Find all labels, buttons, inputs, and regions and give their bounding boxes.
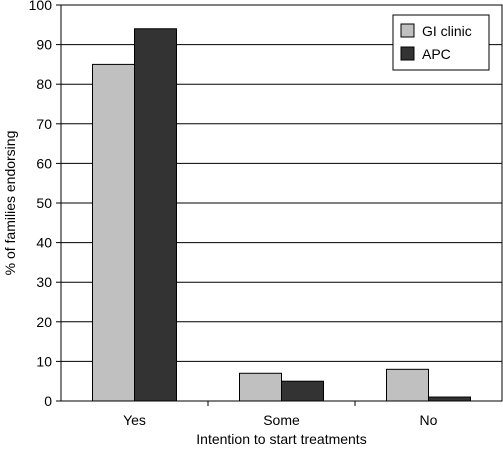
legend-label-gi-clinic: GI clinic <box>422 23 472 39</box>
y-tick-label: 80 <box>36 76 52 92</box>
y-ticks: 0 10 20 30 40 50 60 70 80 90 100 <box>29 0 61 409</box>
bar-gi-clinic-no <box>386 368 429 402</box>
x-tick-label: Some <box>263 412 300 428</box>
x-tick-label: No <box>420 412 438 428</box>
y-tick-label: 50 <box>36 195 52 211</box>
y-tick-label: 90 <box>36 37 52 53</box>
y-tick-label: 20 <box>36 314 52 330</box>
y-tick-label: 10 <box>36 353 52 369</box>
legend-swatch-gi-clinic <box>400 23 415 38</box>
legend: GI clinic APC <box>392 14 490 71</box>
bar-gi-clinic-yes <box>92 63 135 402</box>
bars <box>92 28 471 402</box>
y-tick-label: 30 <box>36 274 52 290</box>
legend-swatch-apc <box>400 46 415 61</box>
y-tick-label: 0 <box>44 393 52 409</box>
y-axis-label: % of families endorsing <box>2 131 18 276</box>
x-axis-label: Intention to start treatments <box>196 431 366 447</box>
bar-apc-no <box>428 396 471 402</box>
x-tick-label: Yes <box>123 412 146 428</box>
bar-apc-yes <box>134 28 177 402</box>
legend-label-apc: APC <box>422 46 451 62</box>
y-tick-label: 40 <box>36 235 52 251</box>
y-tick-label: 100 <box>29 0 53 13</box>
bar-apc-some <box>281 380 324 402</box>
y-tick-label: 60 <box>36 155 52 171</box>
x-ticks: Yes Some No <box>123 401 438 428</box>
y-tick-label: 70 <box>36 116 52 132</box>
bar-gi-clinic-some <box>239 372 282 402</box>
